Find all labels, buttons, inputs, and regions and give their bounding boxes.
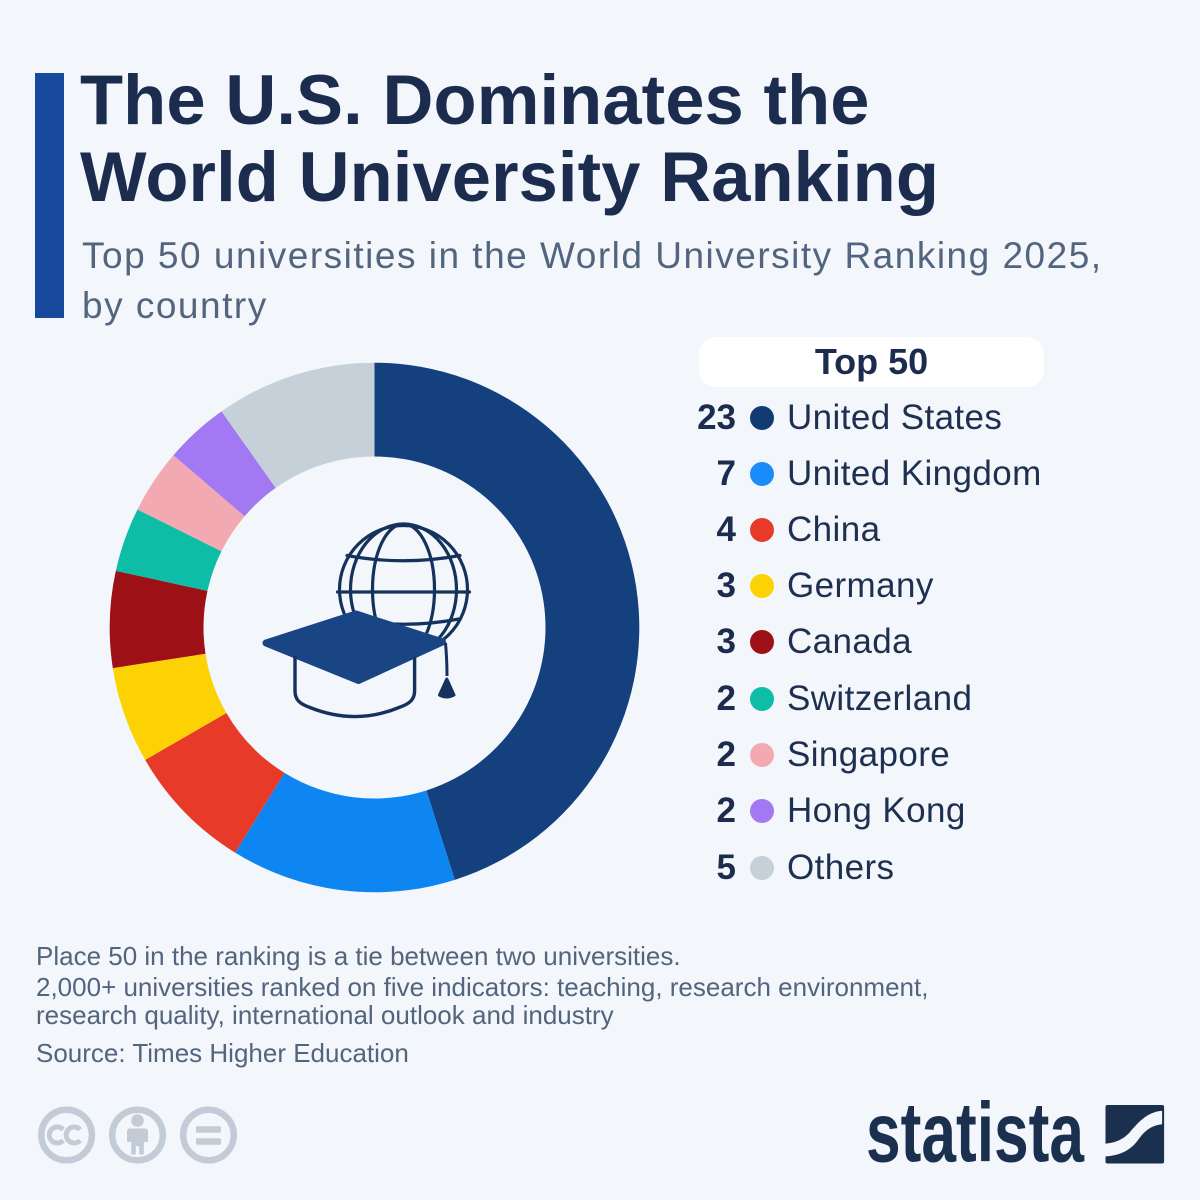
svg-text:statista: statista: [866, 1086, 1085, 1176]
